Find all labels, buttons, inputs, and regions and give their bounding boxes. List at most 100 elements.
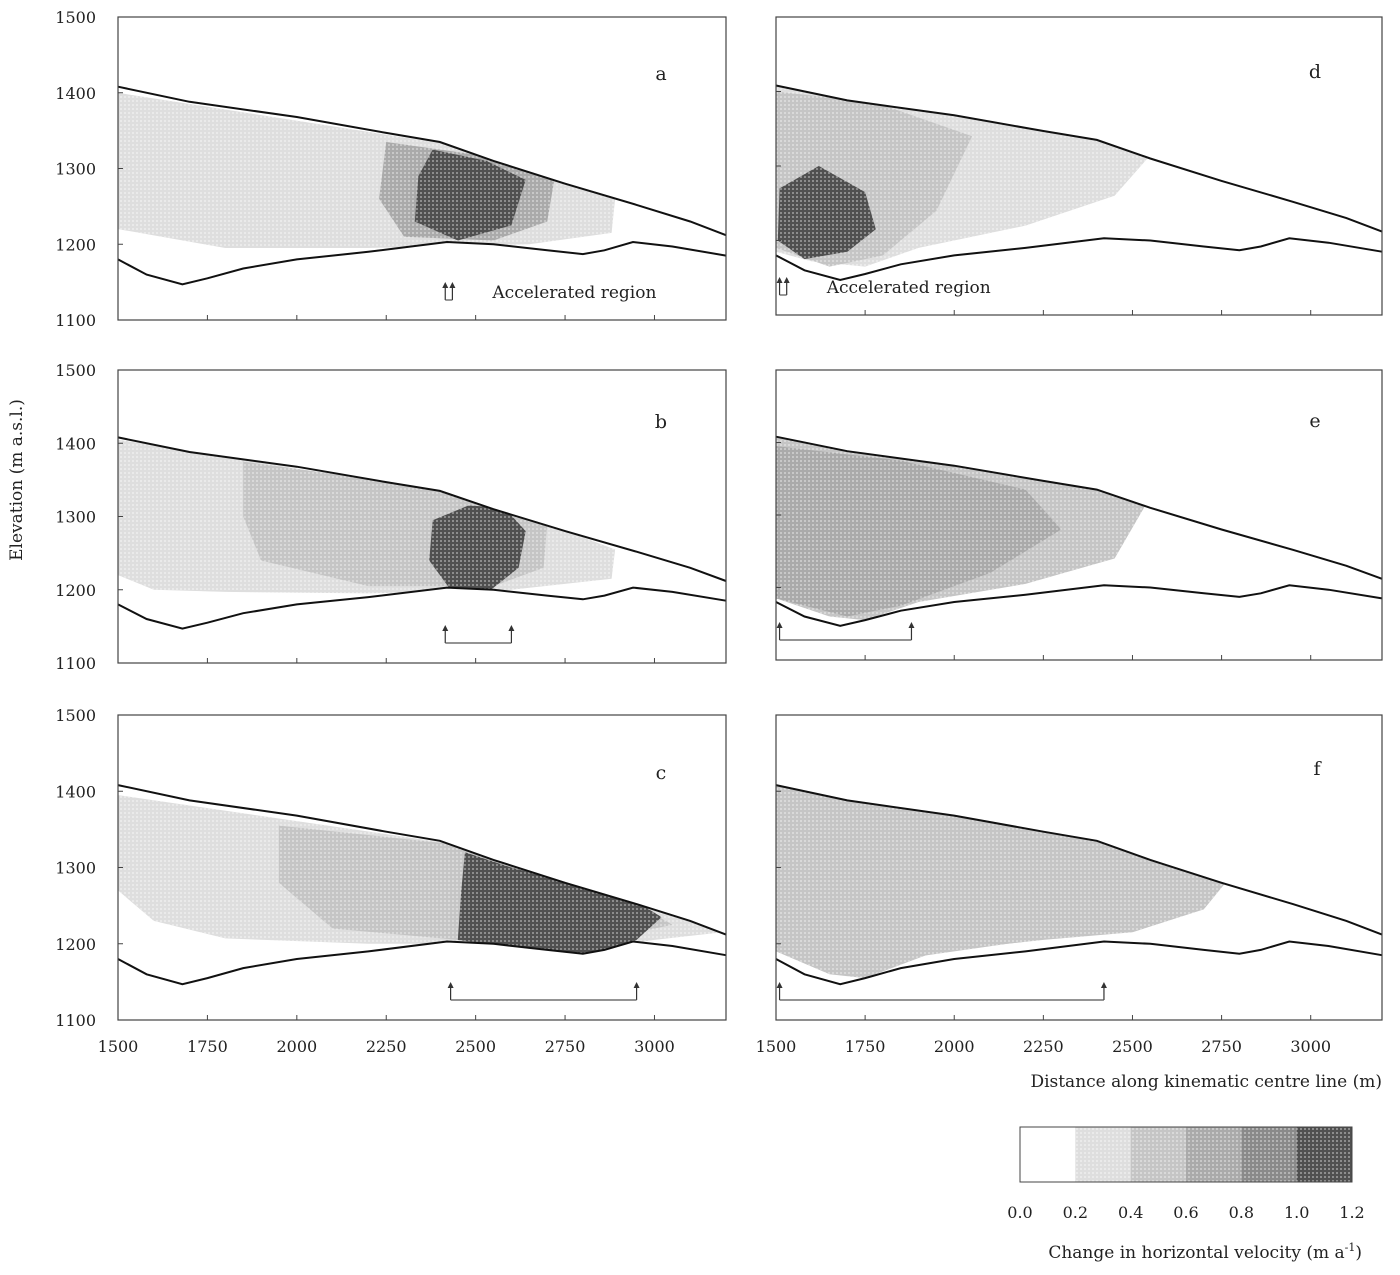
colorbar-tick-label: 0.0 bbox=[1007, 1203, 1032, 1222]
colorbar-swatch-texture-4 bbox=[1241, 1127, 1297, 1182]
x-tick-label: 1500 bbox=[98, 1037, 139, 1056]
x-tick-label: 2000 bbox=[934, 1037, 975, 1056]
glacier-bed-line bbox=[117, 586, 727, 630]
panel-a: 1100 1200 1300 1400 1500 a Accelerated region bbox=[55, 8, 727, 330]
y-tick-label: 1500 bbox=[55, 361, 96, 380]
region-arrow-head bbox=[442, 282, 449, 288]
x-tick-label: 2500 bbox=[455, 1037, 496, 1056]
colorbar-tick-label: 0.6 bbox=[1173, 1203, 1198, 1222]
velocity-zones bbox=[776, 85, 1154, 267]
x-tick-label: 2750 bbox=[1201, 1037, 1242, 1056]
y-axis-title: Elevation (m a.s.l.) bbox=[7, 399, 27, 561]
colorbar-frame bbox=[1019, 1126, 1353, 1183]
colorbar-swatch-0 bbox=[1020, 1127, 1076, 1182]
y-tick-label: 1100 bbox=[55, 311, 96, 330]
region-arrow-head bbox=[508, 625, 515, 631]
colorbar-title-main: Change in horizontal velocity (m a bbox=[1048, 1243, 1344, 1263]
y-tick-label: 1500 bbox=[55, 706, 96, 725]
y-tick-label: 1300 bbox=[55, 859, 96, 878]
glacier-surface-line bbox=[775, 84, 1383, 233]
accelerated-region-label: Accelerated region bbox=[826, 278, 991, 298]
glacier-bed-line bbox=[775, 940, 1383, 986]
x-axis-title: Distance along kinematic centre line (m) bbox=[1030, 1072, 1382, 1092]
region-arrow-head bbox=[776, 982, 783, 988]
colorbar-swatch-texture-5 bbox=[1296, 1127, 1352, 1182]
x-tick-label: 1750 bbox=[845, 1037, 886, 1056]
colorbar-tick-label: 0.2 bbox=[1063, 1203, 1088, 1222]
panel-e: e bbox=[775, 369, 1383, 661]
colorbar-swatch-texture-1 bbox=[1075, 1127, 1131, 1182]
y-tick-label: 1100 bbox=[55, 654, 96, 673]
region-arrow-head bbox=[1100, 982, 1107, 988]
velocity-zone-texture-2 bbox=[457, 852, 662, 956]
colorbar-tick-label: 1.2 bbox=[1339, 1203, 1364, 1222]
region-arrow-head bbox=[783, 277, 790, 283]
velocity-zones bbox=[118, 795, 723, 956]
velocity-zone-texture-1 bbox=[811, 821, 1133, 971]
colorbar-swatch-texture-3 bbox=[1186, 1127, 1242, 1182]
x-tick-label: 2750 bbox=[545, 1037, 586, 1056]
colorbar-tick-label: 0.8 bbox=[1229, 1203, 1254, 1222]
glacier-bed-line bbox=[117, 940, 727, 986]
panel-f: 1500 1750 2000 2250 2500 2750 3000 f bbox=[756, 714, 1383, 1056]
region-arrow-head bbox=[442, 625, 449, 631]
velocity-zone-texture-2 bbox=[429, 505, 526, 594]
velocity-zones bbox=[118, 439, 616, 594]
y-tick-label: 1400 bbox=[55, 782, 96, 801]
x-tick-label: 2250 bbox=[1023, 1037, 1064, 1056]
glacier-surface-line bbox=[775, 435, 1383, 580]
y-tick-label: 1400 bbox=[55, 434, 96, 453]
panel-b: 1100 1200 1300 1400 1500 b bbox=[55, 361, 727, 673]
y-tick-label: 1300 bbox=[55, 508, 96, 527]
velocity-zone-texture-0 bbox=[118, 92, 616, 248]
panel-letter-b: b bbox=[655, 411, 667, 433]
colorbar-title-end: ) bbox=[1355, 1243, 1362, 1263]
colorbar-tick-label: 1.0 bbox=[1284, 1203, 1309, 1222]
panels-layer: 1100 1200 1300 1400 1500 a Accelerated region 1… bbox=[55, 8, 1383, 1056]
x-tick-label: 3000 bbox=[634, 1037, 675, 1056]
x-tick-label: 2250 bbox=[366, 1037, 407, 1056]
velocity-zones bbox=[776, 785, 1229, 979]
velocity-zone-texture-1 bbox=[776, 446, 1062, 617]
y-tick-label: 1100 bbox=[55, 1011, 96, 1030]
panel-letter-f: f bbox=[1313, 758, 1322, 780]
colorbar-tick-label: 0.4 bbox=[1118, 1203, 1143, 1222]
x-tick-label: 1500 bbox=[756, 1037, 797, 1056]
y-tick-label: 1400 bbox=[55, 84, 96, 103]
y-tick-label: 1200 bbox=[55, 235, 96, 254]
glacier-bed-line bbox=[775, 237, 1383, 282]
colorbar-title: Change in horizontal velocity (m a-1) bbox=[1048, 1241, 1362, 1263]
x-tick-label: 2000 bbox=[276, 1037, 317, 1056]
panel-letter-a: a bbox=[655, 63, 666, 85]
velocity-zones bbox=[118, 92, 616, 248]
glacier-surface-line bbox=[117, 436, 727, 582]
panel-letter-c: c bbox=[656, 762, 667, 784]
colorbar-title-sup: -1 bbox=[1345, 1241, 1356, 1254]
region-arrow-head bbox=[633, 982, 640, 988]
glacier-surface-line bbox=[117, 85, 727, 237]
region-arrow-head bbox=[776, 277, 783, 283]
colorbar: 0.0 0.2 0.4 0.6 0.8 1.0 1.2 bbox=[1007, 1126, 1365, 1222]
glacier-bed-line bbox=[117, 240, 727, 286]
x-tick-label: 1750 bbox=[187, 1037, 228, 1056]
panel-letter-e: e bbox=[1309, 410, 1320, 432]
velocity-zone-texture-2 bbox=[414, 149, 526, 241]
y-tick-label: 1200 bbox=[55, 581, 96, 600]
glacier-surface-line bbox=[775, 784, 1383, 936]
velocity-zone-texture-2 bbox=[777, 166, 876, 260]
x-tick-label: 2500 bbox=[1112, 1037, 1153, 1056]
glacier-surface-line bbox=[117, 784, 727, 936]
region-arrow-head bbox=[447, 982, 454, 988]
glacier-bed-line bbox=[775, 584, 1383, 627]
panel-letter-d: d bbox=[1309, 61, 1321, 83]
accelerated-region-label: Accelerated region bbox=[491, 283, 656, 303]
region-arrow-head bbox=[776, 622, 783, 628]
x-tick-label: 3000 bbox=[1290, 1037, 1331, 1056]
colorbar-swatch-texture-2 bbox=[1130, 1127, 1186, 1182]
region-arrow-head bbox=[449, 282, 456, 288]
y-tick-label: 1500 bbox=[55, 8, 96, 27]
velocity-zones bbox=[776, 436, 1151, 621]
region-arrow-head bbox=[908, 622, 915, 628]
panel-c: 1500 1750 2000 2250 2500 2750 3000 1100 1200 1300… bbox=[55, 706, 727, 1056]
